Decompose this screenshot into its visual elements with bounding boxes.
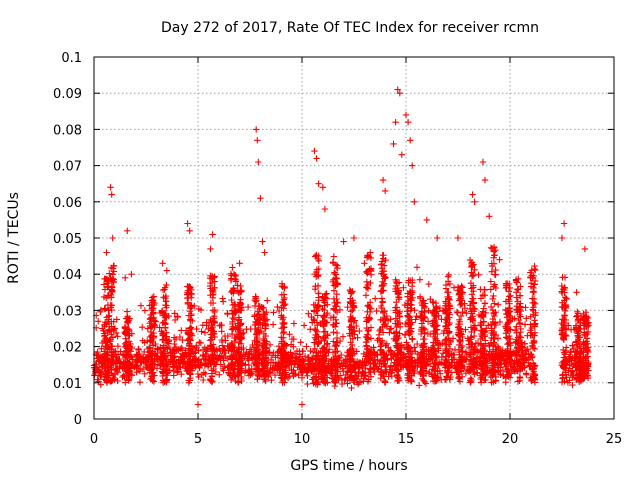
y-tick-label: 0.09: [53, 87, 82, 102]
x-tick-label: 10: [294, 432, 311, 447]
y-tick-label: 0.08: [53, 123, 82, 138]
x-axis-title: GPS time / hours: [290, 458, 407, 474]
y-tick-label: 0.07: [53, 160, 82, 175]
y-axis-title: ROTI / TECUs: [6, 192, 22, 284]
y-tick-label: 0: [74, 413, 82, 428]
scatter-points: [90, 86, 592, 408]
y-tick-label: 0.06: [53, 196, 82, 211]
x-tick-label: 15: [398, 432, 415, 447]
y-tick-label: 0.05: [53, 232, 82, 247]
x-tick-label: 25: [606, 432, 623, 447]
axis-ticks: 0 5 10 15 20 25 0 0.01 0.02 0.03 0.04 0.05 0.06 0.07 0…: [53, 51, 622, 447]
y-tick-label: 0.02: [53, 341, 82, 356]
chart-title: Day 272 of 2017, Rate Of TEC Index for r…: [161, 20, 539, 36]
x-tick-label: 20: [502, 432, 519, 447]
x-tick-label: 5: [194, 432, 202, 447]
x-tick-label: 0: [90, 432, 98, 447]
y-tick-label: 0.04: [53, 268, 82, 283]
y-tick-label: 0.01: [53, 377, 82, 392]
y-tick-label: 0.03: [53, 304, 82, 319]
scatter-marks: [90, 86, 592, 408]
y-tick-label: 0.1: [61, 51, 82, 66]
